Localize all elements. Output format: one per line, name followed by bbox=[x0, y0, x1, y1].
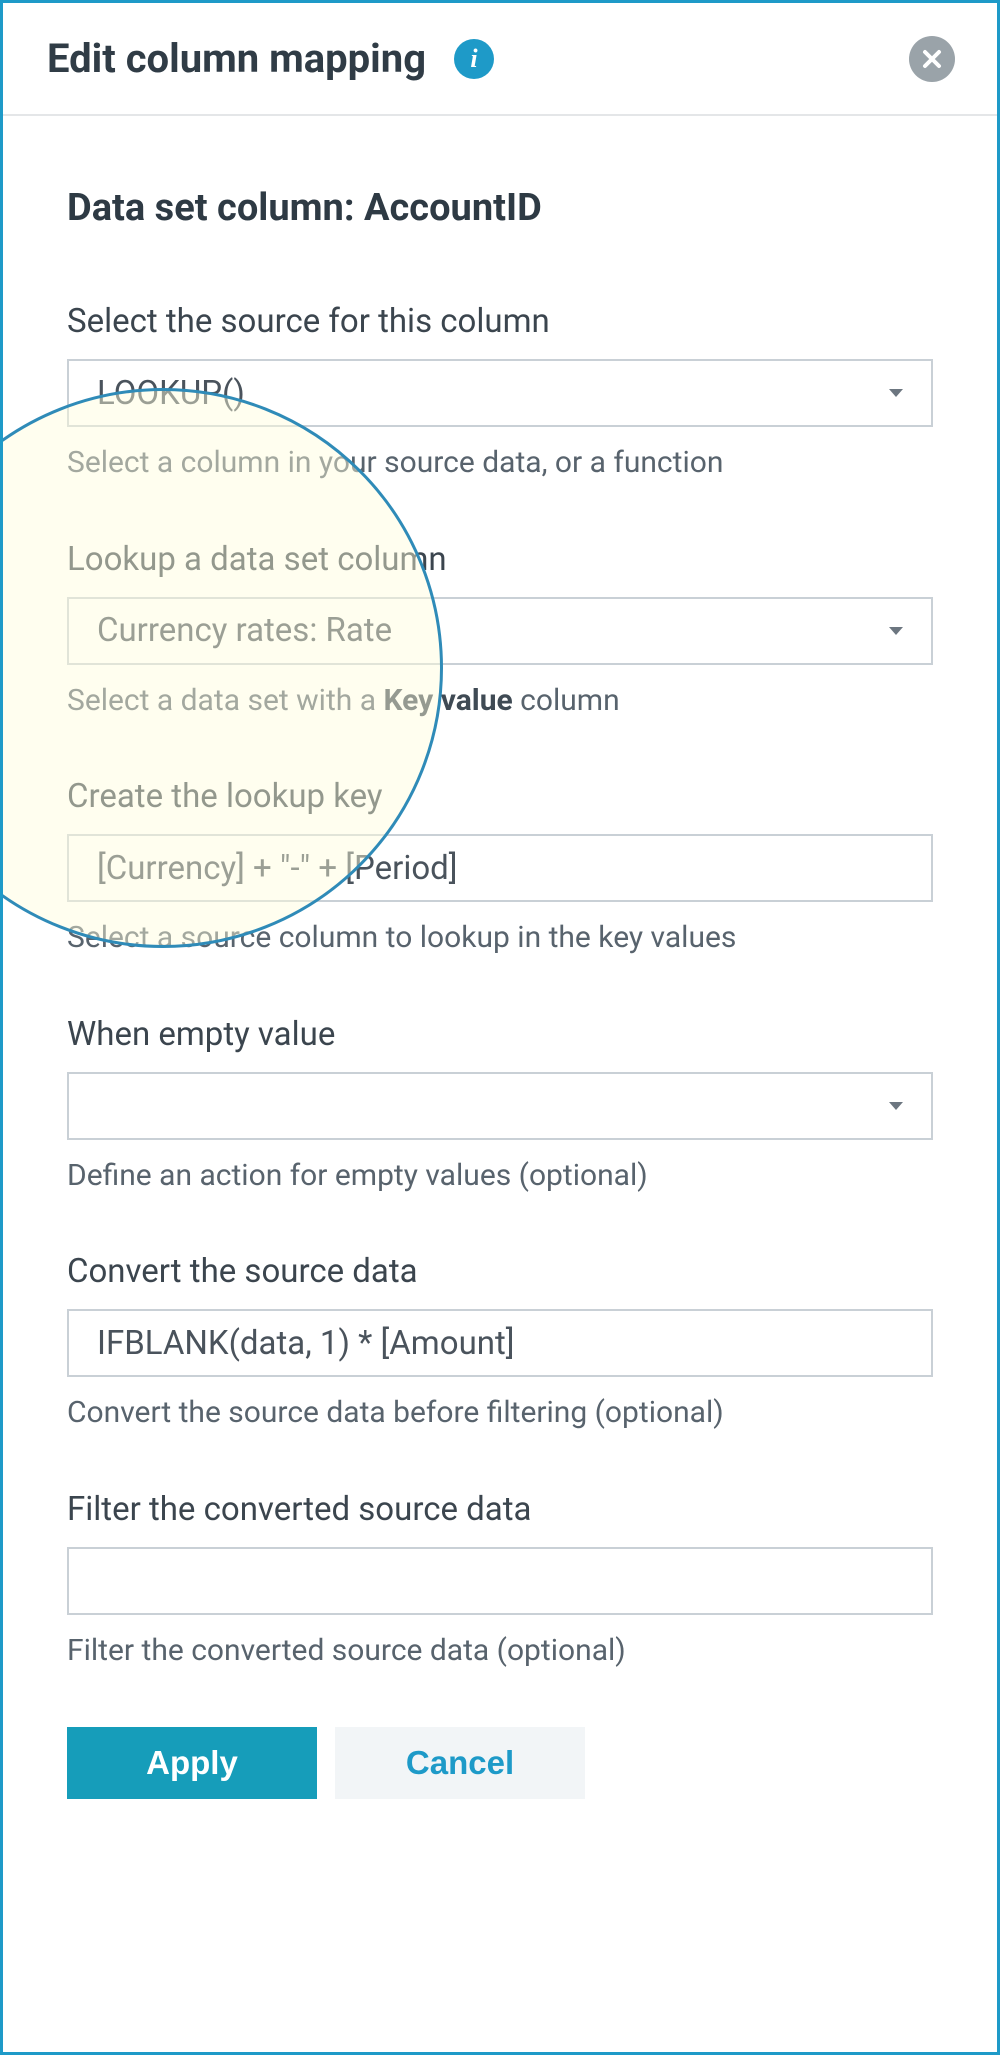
source-select-value: LOOKUP() bbox=[97, 374, 245, 413]
source-select[interactable]: LOOKUP() bbox=[67, 359, 933, 427]
field-filter-helper: Filter the converted source data (option… bbox=[67, 1631, 933, 1672]
field-source-label: Select the source for this column bbox=[67, 302, 933, 341]
helper-text: column bbox=[513, 683, 620, 718]
field-lookup-dataset-helper: Select a data set with a Key value colum… bbox=[67, 681, 933, 722]
field-empty-value-label: When empty value bbox=[67, 1015, 933, 1054]
filter-input[interactable] bbox=[67, 1547, 933, 1615]
close-x bbox=[920, 47, 944, 71]
empty-value-select[interactable] bbox=[67, 1072, 933, 1140]
helper-text: Select a data set with a bbox=[67, 683, 383, 718]
apply-button[interactable]: Apply bbox=[67, 1727, 317, 1799]
panel-title: Edit column mapping bbox=[47, 35, 426, 82]
field-convert-helper: Convert the source data before filtering… bbox=[67, 1393, 933, 1434]
field-convert-label: Convert the source data bbox=[67, 1252, 933, 1291]
convert-input[interactable]: IFBLANK(data, 1) * [Amount] bbox=[67, 1309, 933, 1377]
field-lookup-key-label: Create the lookup key bbox=[67, 777, 933, 816]
field-source: Select the source for this column LOOKUP… bbox=[67, 302, 933, 484]
field-convert: Convert the source data IFBLANK(data, 1)… bbox=[67, 1252, 933, 1434]
field-lookup-key-helper: Select a source column to lookup in the … bbox=[67, 918, 933, 959]
lookup-key-input[interactable]: [Currency] + "-" + [Period] bbox=[67, 834, 933, 902]
field-lookup-dataset-label: Lookup a data set column bbox=[67, 540, 933, 579]
chevron-down-icon bbox=[889, 627, 903, 635]
field-empty-value: When empty value Define an action for em… bbox=[67, 1015, 933, 1197]
helper-strong: Key value bbox=[383, 683, 512, 718]
close-icon[interactable] bbox=[909, 36, 955, 82]
field-empty-value-helper: Define an action for empty values (optio… bbox=[67, 1156, 933, 1197]
panel-header: Edit column mapping i bbox=[3, 3, 997, 116]
button-row: Apply Cancel bbox=[67, 1727, 933, 1799]
field-source-helper: Select a column in your source data, or … bbox=[67, 443, 933, 484]
lookup-key-input-value: [Currency] + "-" + [Period] bbox=[97, 849, 458, 888]
panel-content: Data set column: AccountID Select the so… bbox=[3, 116, 997, 1799]
field-filter-label: Filter the converted source data bbox=[67, 1490, 933, 1529]
edit-column-mapping-panel: Edit column mapping i Data set column: A… bbox=[0, 0, 1000, 2055]
info-icon[interactable]: i bbox=[454, 39, 494, 79]
cancel-button[interactable]: Cancel bbox=[335, 1727, 585, 1799]
chevron-down-icon bbox=[889, 1102, 903, 1110]
lookup-dataset-select[interactable]: Currency rates: Rate bbox=[67, 597, 933, 665]
section-title: Data set column: AccountID bbox=[67, 186, 933, 230]
field-lookup-dataset: Lookup a data set column Currency rates:… bbox=[67, 540, 933, 722]
lookup-dataset-select-value: Currency rates: Rate bbox=[97, 611, 392, 650]
chevron-down-icon bbox=[889, 389, 903, 397]
field-lookup-key: Create the lookup key [Currency] + "-" +… bbox=[67, 777, 933, 959]
convert-input-value: IFBLANK(data, 1) * [Amount] bbox=[97, 1324, 515, 1363]
field-filter: Filter the converted source data Filter … bbox=[67, 1490, 933, 1672]
